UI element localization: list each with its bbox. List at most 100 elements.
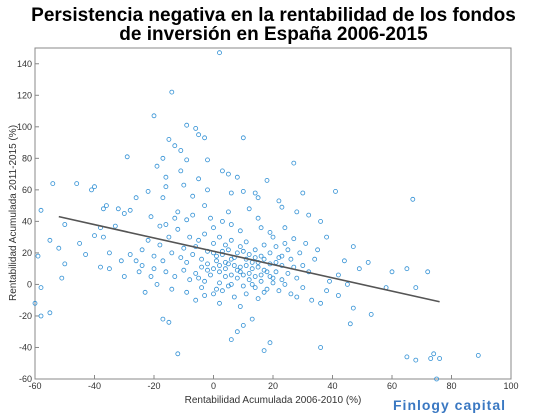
y-tick-label: 120 — [17, 90, 32, 100]
x-tick-label: 60 — [387, 381, 397, 391]
data-point — [196, 237, 202, 243]
data-point — [151, 266, 157, 272]
data-point — [434, 376, 440, 382]
x-tick-label: -60 — [28, 381, 41, 391]
data-point — [202, 231, 208, 237]
data-point — [237, 264, 243, 270]
data-point — [211, 240, 216, 246]
data-point — [172, 143, 178, 149]
data-point — [208, 272, 213, 278]
data-point — [148, 274, 154, 279]
x-tick-label: 40 — [327, 381, 337, 391]
data-point — [107, 250, 112, 256]
data-point — [115, 206, 121, 212]
data-point — [184, 217, 190, 223]
data-point — [145, 188, 151, 194]
data-point — [312, 256, 318, 262]
data-point — [258, 225, 264, 231]
data-point — [56, 245, 62, 251]
data-point — [285, 270, 291, 276]
y-tick-label: 40 — [22, 216, 32, 226]
data-point — [240, 248, 246, 254]
data-point — [133, 258, 139, 264]
data-point — [246, 277, 252, 283]
data-point — [178, 148, 184, 153]
chart-title: Persistencia negativa en la rentabilidad… — [0, 6, 547, 44]
data-point — [267, 229, 273, 235]
data-point — [124, 154, 130, 160]
data-point — [300, 285, 306, 291]
data-point — [59, 275, 65, 281]
data-point — [62, 261, 68, 267]
data-point — [356, 266, 362, 272]
data-point — [89, 187, 94, 193]
data-point — [270, 275, 276, 281]
data-point — [318, 218, 324, 224]
data-point — [157, 242, 163, 248]
data-points — [32, 50, 481, 382]
data-point — [190, 193, 196, 199]
x-axis: -60 -40 -20 0 20 40 60 80 100 — [28, 375, 519, 391]
data-point — [237, 304, 243, 309]
x-axis-label: Rentabilidad Acumulada 2006-2010 (%) — [185, 395, 362, 406]
data-point — [294, 275, 300, 281]
data-point — [252, 285, 258, 291]
data-point — [234, 275, 240, 281]
data-point — [234, 174, 240, 180]
data-point — [294, 209, 300, 215]
data-point — [166, 319, 172, 325]
x-tick-label: 20 — [268, 381, 278, 391]
data-point — [315, 247, 321, 253]
data-point — [217, 300, 222, 306]
data-point — [172, 215, 178, 221]
data-point — [74, 181, 80, 187]
data-point — [219, 288, 225, 294]
data-point — [202, 278, 208, 284]
data-point — [431, 351, 437, 357]
data-point — [270, 280, 276, 286]
data-point — [205, 187, 210, 193]
data-point — [217, 280, 222, 286]
y-tick-label: 80 — [22, 153, 32, 163]
data-point — [190, 252, 196, 257]
data-point — [303, 240, 309, 246]
data-point — [205, 157, 210, 163]
data-point — [38, 207, 44, 213]
data-point — [413, 285, 419, 291]
data-point — [344, 281, 350, 287]
data-point — [151, 113, 157, 119]
data-point — [350, 305, 356, 311]
data-point — [148, 214, 154, 220]
data-point — [77, 240, 82, 246]
data-point — [163, 184, 169, 190]
finlogy-watermark: Finlogy capital — [393, 397, 507, 413]
data-point — [240, 283, 246, 289]
data-point — [175, 209, 181, 215]
y-tick-label: 140 — [17, 59, 32, 69]
data-point — [228, 222, 234, 227]
data-point — [184, 157, 190, 163]
data-point — [121, 211, 127, 216]
data-point — [222, 259, 228, 265]
trend-line — [58, 215, 440, 303]
data-point — [178, 168, 184, 174]
data-point — [282, 225, 288, 231]
data-point — [249, 266, 255, 272]
data-point — [35, 253, 41, 259]
data-point — [219, 218, 225, 224]
data-point — [276, 255, 282, 261]
data-point — [267, 340, 273, 346]
data-point — [187, 234, 193, 240]
data-point — [333, 188, 338, 194]
data-point — [255, 296, 261, 302]
data-point — [127, 252, 133, 257]
data-point — [327, 278, 332, 284]
data-point — [273, 244, 279, 250]
data-point — [112, 223, 118, 229]
data-point — [118, 258, 124, 264]
data-point — [252, 274, 258, 279]
y-tick-label: -20 — [19, 311, 32, 321]
data-point — [217, 234, 222, 240]
data-point — [428, 356, 434, 361]
data-point — [234, 267, 240, 273]
